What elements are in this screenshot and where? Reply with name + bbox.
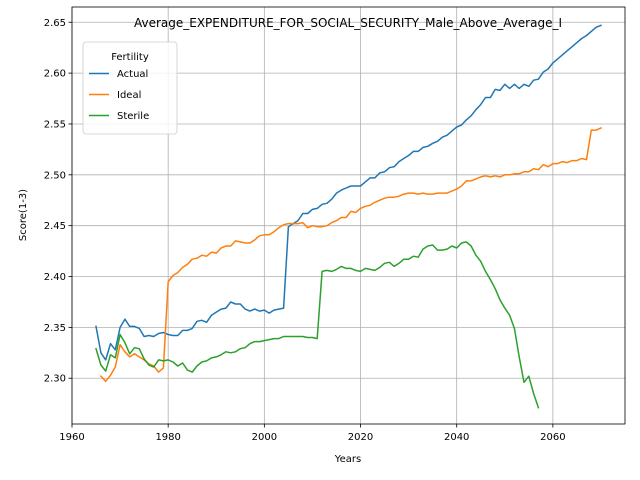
y-axis-label: Score(1-3) xyxy=(18,189,29,241)
x-axis-ticks: 1960 1980 2000 2020 2040 2060 xyxy=(59,424,566,443)
legend-label-actual: Actual xyxy=(117,69,148,80)
x-tick-label: 2000 xyxy=(252,432,277,443)
legend: Fertility Actual Ideal Sterile xyxy=(82,41,178,135)
y-tick-label: 2.65 xyxy=(44,18,66,29)
y-axis-ticks: 2.30 2.35 2.40 2.45 2.50 2.55 2.60 2.65 xyxy=(44,18,72,385)
chart-title: Average_EXPENDITURE_FOR_SOCIAL_SECURITY_… xyxy=(134,16,562,30)
x-tick-label: 2020 xyxy=(348,432,373,443)
legend-label-sterile: Sterile xyxy=(117,111,149,122)
legend-title: Fertility xyxy=(111,52,149,63)
y-tick-label: 2.45 xyxy=(44,221,66,232)
y-tick-label: 2.35 xyxy=(44,323,66,334)
series-layer xyxy=(95,24,602,409)
y-tick-label: 2.30 xyxy=(44,374,66,385)
x-tick-label: 2060 xyxy=(540,432,565,443)
x-tick-label: 2040 xyxy=(444,432,469,443)
y-tick-label: 2.60 xyxy=(44,69,66,80)
x-tick-label: 1980 xyxy=(155,432,180,443)
legend-label-ideal: Ideal xyxy=(117,90,141,101)
legend-box xyxy=(82,41,178,135)
x-axis-label: Years xyxy=(334,454,361,465)
series-line-actual xyxy=(95,24,602,361)
y-tick-label: 2.55 xyxy=(44,119,66,130)
series-line-ideal xyxy=(99,127,602,383)
y-tick-label: 2.50 xyxy=(44,170,66,181)
plot-frame xyxy=(71,6,626,425)
y-tick-label: 2.40 xyxy=(44,272,66,283)
series-line-sterile xyxy=(95,241,540,409)
grid-lines xyxy=(71,7,625,424)
x-tick-label: 1960 xyxy=(59,432,84,443)
